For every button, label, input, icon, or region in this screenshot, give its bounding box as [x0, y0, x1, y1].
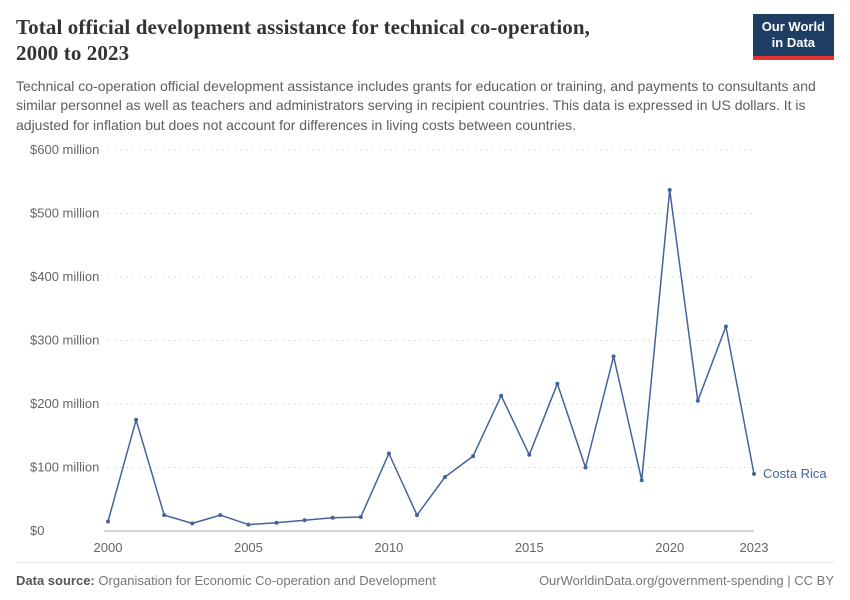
chart-header: Total official development assistance fo… — [16, 14, 834, 136]
x-tick-label: 2010 — [374, 540, 403, 555]
data-point[interactable] — [667, 188, 672, 193]
data-point[interactable] — [695, 398, 700, 403]
data-source: Data source: Organisation for Economic C… — [16, 573, 436, 588]
data-point[interactable] — [134, 418, 139, 423]
x-tick-label: 2020 — [655, 540, 684, 555]
data-point[interactable] — [471, 454, 476, 459]
series-line[interactable] — [107, 189, 755, 526]
data-point[interactable] — [415, 513, 419, 518]
x-tick-label: 2000 — [94, 540, 123, 555]
credit-link[interactable]: OurWorldinData.org/government-spending |… — [538, 573, 834, 589]
chart-title: Total official development assistance fo… — [16, 15, 591, 66]
data-point[interactable] — [246, 522, 251, 527]
y-tick-label: $600 million — [30, 142, 99, 157]
logo-line2: in Data — [771, 34, 816, 50]
data-point[interactable] — [752, 472, 756, 477]
chart-footer: Data source: Organisation for Economic C… — [16, 562, 834, 588]
owid-logo[interactable]: Our World in Data — [752, 14, 834, 61]
y-tick-label: $0 — [30, 523, 44, 538]
y-tick-label: $300 million — [30, 333, 99, 348]
data-point[interactable] — [274, 520, 279, 525]
line-chart: $0 $100 million $200 million $300 million $4… — [30, 142, 827, 555]
x-tick-label: 2005 — [234, 540, 263, 555]
data-point[interactable] — [358, 515, 363, 520]
logo-line1: Our World — [761, 19, 825, 34]
data-point[interactable] — [190, 521, 195, 526]
chart-subtitle: Technical co-operation official developm… — [16, 77, 816, 134]
data-point[interactable] — [555, 381, 560, 386]
data-point[interactable] — [386, 451, 391, 456]
data-source-label: Data source: — [16, 573, 95, 589]
data-point[interactable] — [723, 324, 728, 329]
data-point[interactable] — [639, 478, 644, 483]
y-tick-label: $200 million — [30, 396, 99, 411]
data-point[interactable] — [218, 513, 223, 518]
data-point[interactable] — [611, 354, 616, 359]
y-tick-label: $400 million — [30, 269, 99, 284]
data-source-value: Organisation for Economic Co-operation a… — [98, 573, 436, 589]
data-point[interactable] — [302, 518, 307, 523]
y-tick-label: $500 million — [30, 206, 99, 221]
data-point[interactable] — [330, 515, 335, 520]
data-point[interactable] — [499, 393, 504, 398]
data-point[interactable] — [583, 465, 588, 470]
x-tick-label: 2015 — [515, 540, 544, 555]
data-point[interactable] — [527, 452, 532, 457]
series-label[interactable]: Costa Rica — [763, 466, 827, 481]
x-tick-label: 2023 — [740, 540, 769, 555]
data-point[interactable] — [443, 475, 447, 480]
data-point[interactable] — [162, 513, 167, 518]
y-tick-label: $100 million — [30, 460, 99, 475]
data-point[interactable] — [106, 519, 110, 524]
